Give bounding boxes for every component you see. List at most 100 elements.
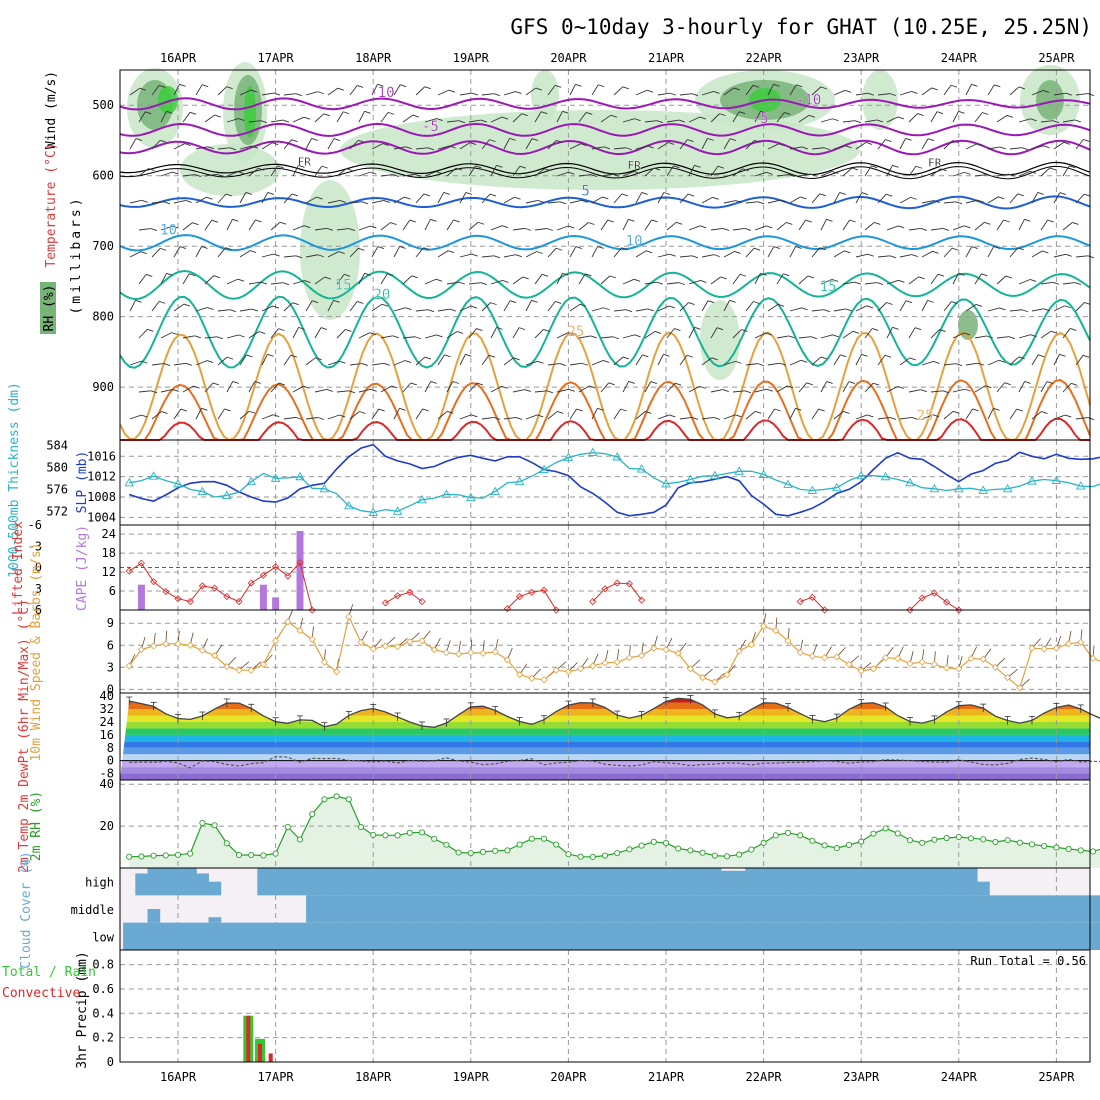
cloud-row-label: middle [71,903,114,917]
rh-point [736,851,743,858]
wind-barb [820,334,833,339]
wind-barb [958,272,965,276]
wind-barb [657,305,670,312]
wind-barb [1052,281,1060,285]
wind-barb [1043,145,1050,149]
wind-speed-point [430,646,438,654]
wind-speed-point [686,665,694,673]
cloud-cell [452,922,466,950]
wind-barb [766,225,773,229]
wind-barb [151,201,164,204]
wind-barb [952,225,965,231]
wind-barb [1075,193,1085,204]
cloud-cell [525,895,539,923]
wind-speed-point [625,654,633,662]
rh-point [955,833,962,841]
wind-speed-point [662,646,670,654]
li-point [552,606,560,614]
date-tick-top: 22APR [746,51,783,65]
wind-barb [930,390,943,393]
temp-color-band [120,754,1090,761]
wind-barb [1062,119,1075,123]
cloud-cell [428,868,441,896]
cloud-cell [269,868,283,896]
wind-barb [609,275,616,279]
date-tick-bottom: 21APR [648,1070,685,1084]
wind-barb [622,118,635,123]
cloud-cell [830,922,844,950]
wind-barb [905,300,913,304]
cloud-cell [708,895,722,923]
wind-barb [937,273,945,277]
cloud-cell [354,895,368,923]
wind-barb [930,273,939,285]
wind-barb [798,114,810,123]
isotherm-line [119,269,1091,301]
wind-barb [597,245,604,249]
cloud-cell [818,895,832,923]
thickness-point [929,483,940,493]
cloud-cell [513,868,527,896]
wind-barb [383,199,390,203]
wind-barb [568,225,575,229]
wind-speed-point [699,674,707,682]
wind-barb [866,305,873,309]
wind-barb [138,111,146,123]
cloud-cell [330,868,344,896]
wind-barb [292,116,305,123]
wind-barb [855,414,868,420]
cloud-cell [220,922,234,950]
wind-barb [723,138,731,150]
date-tick-bottom: 16APR [160,1070,197,1084]
cloud-cell [659,922,673,950]
cloud-cell [964,922,978,950]
thickness-point [466,492,476,502]
wind-barb [608,382,615,386]
wind-barb [1031,354,1039,366]
wind-barb [767,246,775,258]
wind-barb [338,251,345,255]
wind-barb [226,171,239,177]
rh-point [223,840,230,847]
wind-barb [921,250,933,258]
cloud-cell [367,922,380,950]
wind-barb [183,303,190,307]
precip-tick-label: 0 [107,1055,114,1069]
wind-barb [224,408,231,412]
wind-barb [343,111,350,115]
wind-barb [305,196,317,204]
wind-barb [911,254,918,258]
wind-barb [1065,92,1073,96]
wind-barb [585,273,592,277]
wind-barb [700,225,707,229]
axis-label-precip: 3hr Precip (mm) [75,951,90,1068]
wind-barb [160,111,167,123]
wind-barb [1016,408,1023,412]
wind-barb [789,408,796,420]
wind-barb [226,381,234,393]
wind-barb [1031,250,1043,258]
wind-barb [524,227,532,231]
wind-speed-point [516,671,524,679]
wind-barb [767,84,774,96]
wind-barb [270,221,281,231]
wind-barb [267,192,274,195]
wind-barb [1087,417,1095,420]
wind-barb [823,147,831,151]
wind-barb [414,336,422,340]
wind-barb [238,118,245,121]
cloud-cell [513,895,527,923]
cloud-cell [891,868,905,896]
wind-barb [1043,308,1050,312]
rh-shading [180,144,280,196]
wind-barb [776,273,784,285]
wind-barb [391,385,398,389]
wind-barb [622,86,629,90]
wind-barb [1042,89,1050,93]
wind-barb [160,388,173,393]
wind-barb [927,138,935,142]
cloud-cell [318,895,331,923]
wind-barb [251,308,258,312]
wind-barb [569,199,582,204]
wind-barb [713,417,721,420]
